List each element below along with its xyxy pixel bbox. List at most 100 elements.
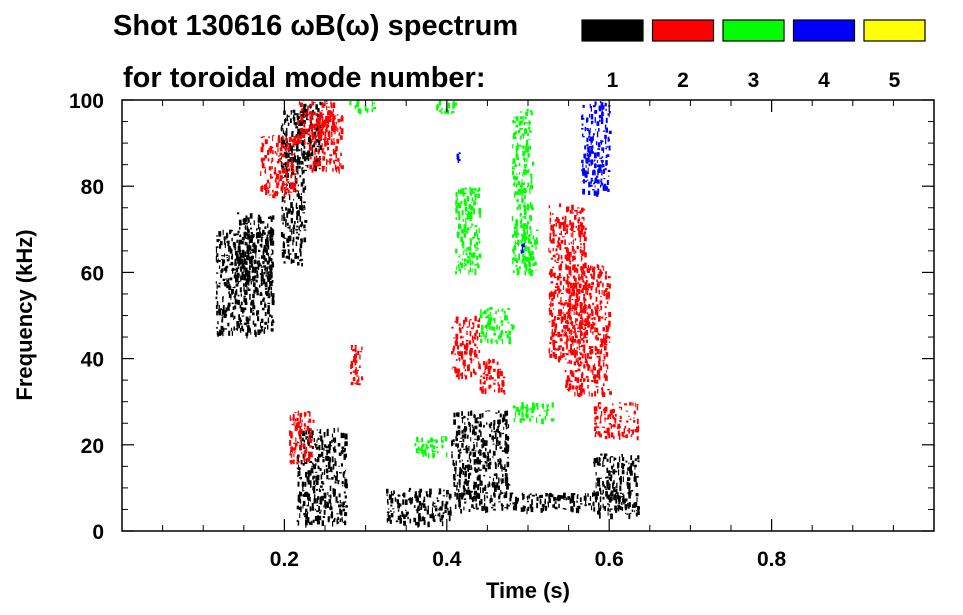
spectral-mark (260, 321, 261, 327)
spectral-mark (451, 440, 454, 446)
spectral-mark (285, 182, 287, 189)
spectral-mark (606, 333, 608, 335)
spectral-mark (354, 382, 357, 385)
spectral-mark (598, 164, 602, 170)
spectral-mark (560, 316, 564, 323)
spectral-mark (497, 419, 499, 425)
spectral-mark (615, 489, 617, 493)
spectral-mark (243, 268, 245, 273)
spectral-mark (633, 476, 636, 482)
spectral-mark (220, 274, 223, 278)
spectral-mark (529, 417, 531, 422)
spectral-mark (571, 308, 573, 312)
spectral-mark (515, 173, 518, 175)
spectral-mark (323, 444, 327, 447)
spectral-mark (315, 165, 318, 168)
spectral-mark (516, 501, 519, 504)
spectral-mark (536, 502, 539, 509)
spectral-mark (617, 508, 620, 512)
spectral-mark (355, 367, 357, 371)
spectral-mark (553, 293, 555, 299)
spectral-mark (316, 128, 318, 130)
spectral-mark (305, 436, 308, 440)
spectral-mark (585, 493, 587, 499)
spectral-mark (483, 502, 486, 507)
spectral-mark (594, 406, 598, 412)
spectral-mark (603, 177, 606, 180)
spectral-mark (354, 347, 357, 353)
spectral-mark (585, 280, 588, 283)
spectral-mark (486, 308, 489, 312)
spectral-mark (239, 323, 243, 325)
spectral-mark (602, 496, 605, 500)
spectral-mark (237, 322, 239, 324)
spectral-mark (270, 147, 273, 150)
spectral-mark (250, 249, 253, 251)
spectral-mark (389, 519, 392, 524)
spectral-mark (468, 249, 471, 251)
spectral-mark (331, 125, 334, 132)
spectral-mark (480, 449, 482, 452)
spectral-mark (320, 135, 323, 137)
spectral-mark (609, 456, 611, 463)
spectral-mark (609, 471, 613, 473)
spectral-mark (621, 462, 624, 469)
spectral-mark (555, 333, 558, 336)
spectral-mark (456, 493, 459, 498)
spectral-mark (285, 170, 288, 176)
spectral-mark (222, 229, 224, 236)
spectral-mark (592, 171, 595, 173)
spectral-mark (355, 352, 357, 358)
spectral-mark (607, 188, 610, 192)
spectral-mark (573, 331, 575, 334)
spectral-mark (596, 376, 599, 378)
spectral-mark (570, 225, 574, 232)
spectral-mark (554, 286, 558, 288)
spectral-mark (592, 317, 595, 319)
spectral-mark (613, 480, 615, 484)
spectral-mark (579, 236, 581, 243)
spectral-mark (531, 403, 534, 409)
spectral-mark (277, 183, 279, 185)
spectral-mark (512, 165, 516, 167)
spectral-mark (290, 210, 294, 215)
spectral-mark (459, 506, 461, 509)
spectral-mark (476, 335, 479, 341)
spectral-mark (511, 216, 514, 222)
spectral-mark (464, 429, 466, 435)
spectral-mark (328, 110, 332, 114)
spectral-mark (601, 348, 603, 352)
spectral-mark (359, 354, 361, 360)
spectral-mark (597, 477, 600, 482)
spectral-mark (496, 324, 498, 329)
spectral-mark (248, 217, 250, 223)
spectral-mark (283, 237, 287, 239)
spectral-mark (576, 390, 578, 396)
spectral-mark (216, 290, 218, 295)
spectral-mark (505, 482, 508, 486)
spectral-mark (263, 265, 266, 268)
spectral-mark (489, 449, 491, 454)
spectral-mark (322, 482, 325, 485)
spectral-mark (328, 495, 330, 497)
spectral-mark (576, 246, 578, 248)
spectral-mark (230, 261, 234, 266)
spectral-mark (491, 429, 493, 433)
spectral-mark (526, 413, 529, 419)
spectral-mark (248, 270, 251, 277)
spectral-mark (299, 513, 301, 518)
spectral-mark (567, 338, 570, 341)
spectral-mark (516, 116, 518, 122)
spectral-mark (331, 456, 334, 463)
spectral-mark (397, 494, 401, 497)
spectral-mark (482, 487, 484, 494)
spectral-mark (425, 443, 428, 450)
spectral-mark (325, 140, 328, 146)
spectral-mark (597, 332, 599, 335)
spectral-mark (584, 170, 587, 176)
spectral-mark (441, 436, 445, 438)
spectral-mark (459, 468, 463, 475)
spectral-mark (488, 366, 492, 370)
spectral-mark (514, 192, 516, 198)
spectral-mark (312, 101, 314, 106)
